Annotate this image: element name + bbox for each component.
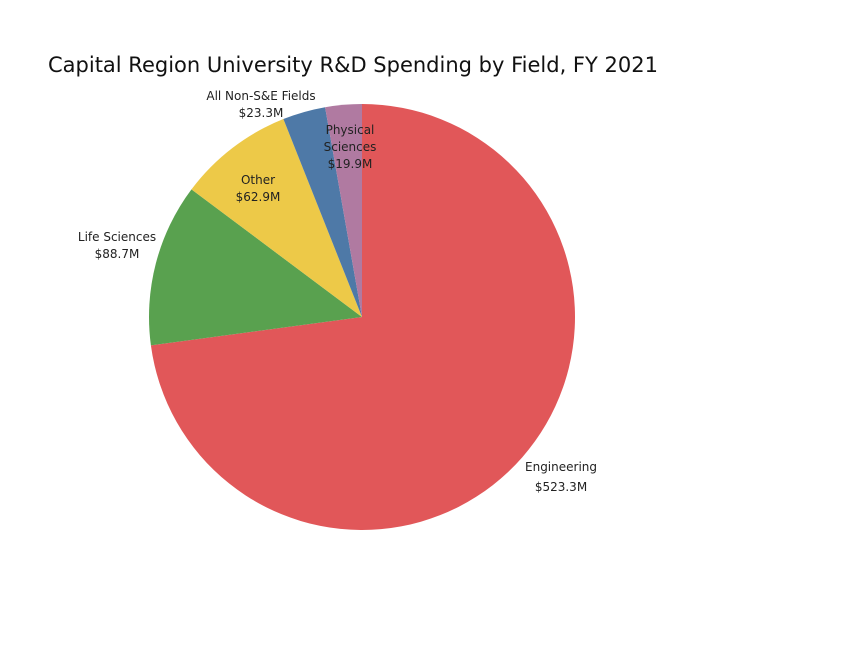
- data-label-category: Other: [241, 173, 275, 187]
- chart-title: Capital Region University R&D Spending b…: [48, 53, 658, 77]
- data-label-value: $23.3M: [239, 106, 284, 120]
- data-label-category: Physical: [326, 123, 375, 137]
- pie-slice-engineering[interactable]: [150, 104, 575, 531]
- data-label-category: All Non-S&E Fields: [206, 89, 315, 103]
- data-label-category: Life Sciences: [78, 230, 156, 244]
- data-label-value: $62.9M: [236, 190, 281, 204]
- data-label-category: Sciences: [324, 140, 377, 154]
- data-label-value: $523.3M: [535, 480, 587, 494]
- data-label-value: $19.9M: [328, 157, 373, 171]
- pie-slice-other[interactable]: [191, 119, 362, 317]
- pie-slice-life-sciences[interactable]: [149, 189, 362, 346]
- data-label-value: $88.7M: [95, 247, 140, 261]
- pie-slice-physical-sciences[interactable]: [325, 104, 362, 317]
- data-label-category: Engineering: [525, 460, 597, 474]
- pie-slice-all-non-s-e-fields[interactable]: [283, 107, 362, 317]
